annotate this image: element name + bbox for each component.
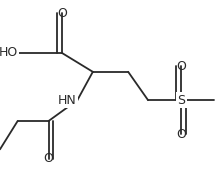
Text: HN: HN: [57, 94, 76, 107]
Text: O: O: [44, 152, 53, 165]
Text: S: S: [177, 94, 185, 107]
Text: HO: HO: [0, 46, 18, 59]
Text: O: O: [176, 128, 186, 141]
Text: O: O: [57, 7, 67, 20]
Text: O: O: [176, 60, 186, 73]
